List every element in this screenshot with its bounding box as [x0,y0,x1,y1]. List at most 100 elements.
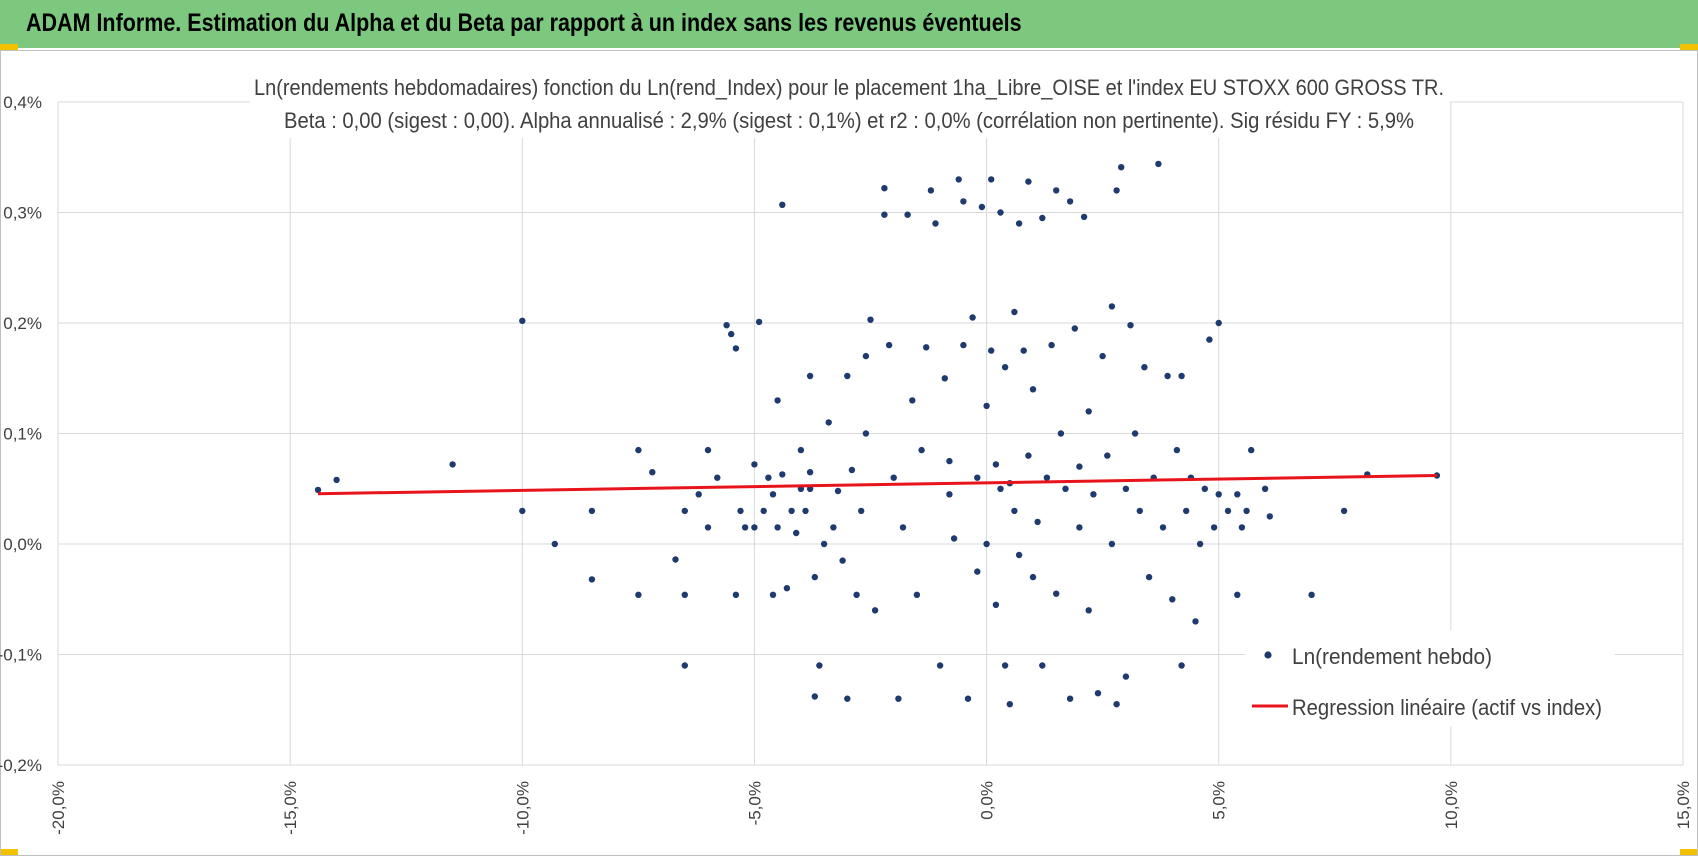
scatter-point [681,662,688,669]
scatter-point [765,474,772,481]
scatter-point [1196,540,1204,548]
scatter-point [588,507,596,515]
scatter-point [1053,590,1060,597]
scatter-point [774,524,781,531]
scatter-point [704,524,712,531]
scatter-point [936,662,944,669]
y-tick-label: 0,3% [3,204,42,223]
scatter-point [760,507,767,515]
y-tick-label: 0,4% [3,93,42,112]
scatter-point [881,185,888,192]
scatter-point [1076,463,1083,470]
scatter-point [783,585,791,592]
scatter-point [806,469,814,476]
scatter-point [1173,446,1181,454]
y-tick-label: -0,2% [0,756,42,775]
x-tick-label: -15,0% [281,781,300,835]
scatter-point [978,203,986,211]
scatter-point [751,524,758,531]
x-tick-label: 5,0% [1210,781,1229,820]
scatter-point [1266,513,1274,520]
legend-line-label: Regression linéaire (actif vs index) [1292,695,1602,720]
scatter-point [1048,341,1055,349]
scatter-point [964,695,972,702]
scatter-points [314,160,1441,708]
scatter-point [714,474,721,481]
scatter-point [1215,319,1222,327]
legend-scatter-label: Ln(rendement hebdo) [1292,644,1492,669]
scatter-point [909,397,916,404]
scatter-point [983,402,990,410]
scatter-point [1039,214,1046,222]
scatter-point [950,535,958,542]
scatter-point [737,507,744,515]
grid-lines [57,101,1684,766]
scatter-point [1006,701,1013,708]
corner-marker-bottom-left [0,849,18,856]
scatter-point [449,461,456,468]
scatter-point [1183,507,1190,515]
scatter-point [1011,308,1018,316]
report-title: ADAM Informe. Estimation du Alpha et du … [26,9,1022,37]
x-tick-label: -10,0% [513,781,532,835]
scatter-point [1090,491,1097,498]
scatter-point [779,201,786,208]
scatter-point [797,446,805,454]
scatter-point [751,461,758,468]
scatter-point [1248,446,1255,454]
legend-scatter-marker [1264,651,1272,659]
scatter-point [946,457,953,465]
scatter-point [793,529,800,537]
y-tick-label: -0,1% [0,646,42,665]
scatter-point [1062,485,1069,492]
scatter-point [1029,386,1037,393]
scatter-point [1094,690,1102,697]
scatter-point [1206,336,1213,343]
scatter-point [1340,507,1348,515]
scatter-point [551,540,558,548]
report-header: ADAM Informe. Estimation du Alpha et du … [0,0,1698,48]
scatter-point [1071,325,1079,332]
scatter-point [681,507,688,515]
scatter-point [974,474,981,481]
scatter-point [1192,618,1199,625]
scatter-point [1015,551,1023,559]
scatter-point [672,556,679,563]
y-tick-label: 0,1% [3,425,42,444]
scatter-point [806,372,814,380]
scatter-point [1099,352,1106,360]
scatter-point [1034,518,1041,526]
scatter-point [1039,662,1046,669]
legend-backdrop [1245,630,1615,726]
scatter-point [913,591,921,598]
scatter-point [1178,662,1185,669]
scatter-point [704,446,712,454]
scatter-point [1113,187,1120,194]
scatter-point [839,557,846,564]
scatter-point [314,486,322,494]
y-tick-label: 0,0% [3,535,42,554]
scatter-point [519,317,526,324]
scatter-point [988,347,995,354]
scatter-point [904,211,911,218]
scatter-point [649,469,656,476]
x-tick-label: 0,0% [978,781,997,820]
scatter-point [519,507,526,515]
scatter-point [1201,485,1209,492]
scatter-point [899,524,907,531]
scatter-point [983,540,990,548]
scatter-point [1141,364,1148,371]
x-tick-label: 10,0% [1442,781,1461,829]
y-axis-ticks: -0,2% -0,1% 0,0% 0,1% 0,2% 0,3% 0,4% [0,93,42,775]
scatter-point [1015,220,1023,227]
scatter-point [853,591,860,598]
scatter-point [1155,160,1162,168]
scatter-point [867,316,874,323]
title-backdrop [250,72,1450,138]
scatter-point [1029,573,1037,581]
scatter-point [1224,507,1232,515]
scatter-point [333,476,340,484]
scatter-point [1136,507,1144,515]
scatter-point [820,540,828,548]
